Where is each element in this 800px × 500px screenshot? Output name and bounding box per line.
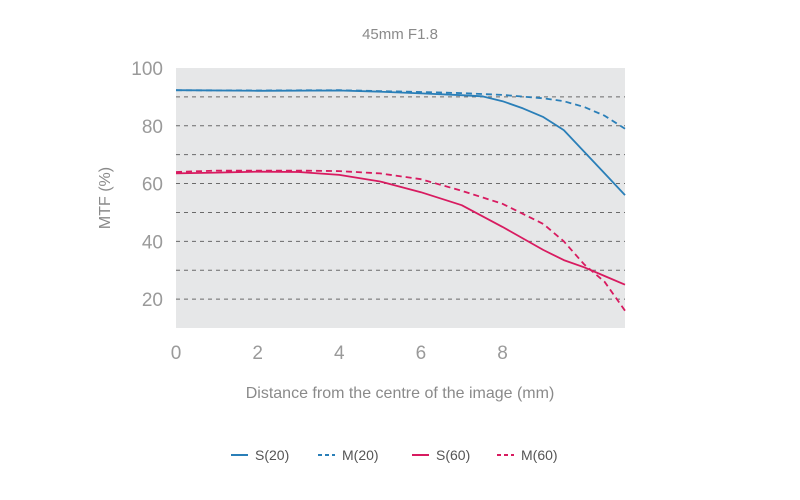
legend: S(20) M(20) S(60) M(60)	[231, 447, 558, 463]
x-tick-label: 8	[497, 343, 508, 364]
y-tick-label: 40	[142, 232, 163, 253]
x-tick-label: 2	[252, 343, 263, 364]
legend-item-s-20: S(20)	[231, 447, 289, 463]
legend-item-m-20: M(20)	[318, 447, 379, 463]
y-tick-label: 100	[131, 59, 163, 80]
grid-lines	[176, 96, 625, 300]
y-tick-label: 20	[142, 290, 163, 311]
plot-area	[176, 68, 625, 328]
x-axis-ticks: 0 2 4 6 8	[171, 343, 508, 364]
x-tick-label: 4	[334, 343, 345, 364]
legend-label: M(60)	[521, 447, 558, 463]
y-axis-ticks: 20 40 60 80 100	[131, 59, 163, 311]
legend-label: M(20)	[342, 447, 379, 463]
legend-item-s-60: S(60)	[412, 447, 470, 463]
y-axis-label: MTF (%)	[97, 167, 114, 229]
series-line-s-60	[175, 170, 626, 286]
x-axis-label: Distance from the centre of the image (m…	[246, 385, 555, 402]
legend-item-m-60: M(60)	[497, 447, 558, 463]
legend-label: S(20)	[255, 447, 289, 463]
legend-label: S(60)	[436, 447, 470, 463]
y-tick-label: 60	[142, 175, 163, 196]
series-line-m-20	[175, 89, 626, 130]
y-tick-label: 80	[142, 117, 163, 138]
x-tick-label: 6	[416, 343, 427, 364]
chart-title: 45mm F1.8	[362, 26, 438, 43]
x-tick-label: 0	[171, 343, 182, 364]
series-lines	[175, 89, 626, 312]
